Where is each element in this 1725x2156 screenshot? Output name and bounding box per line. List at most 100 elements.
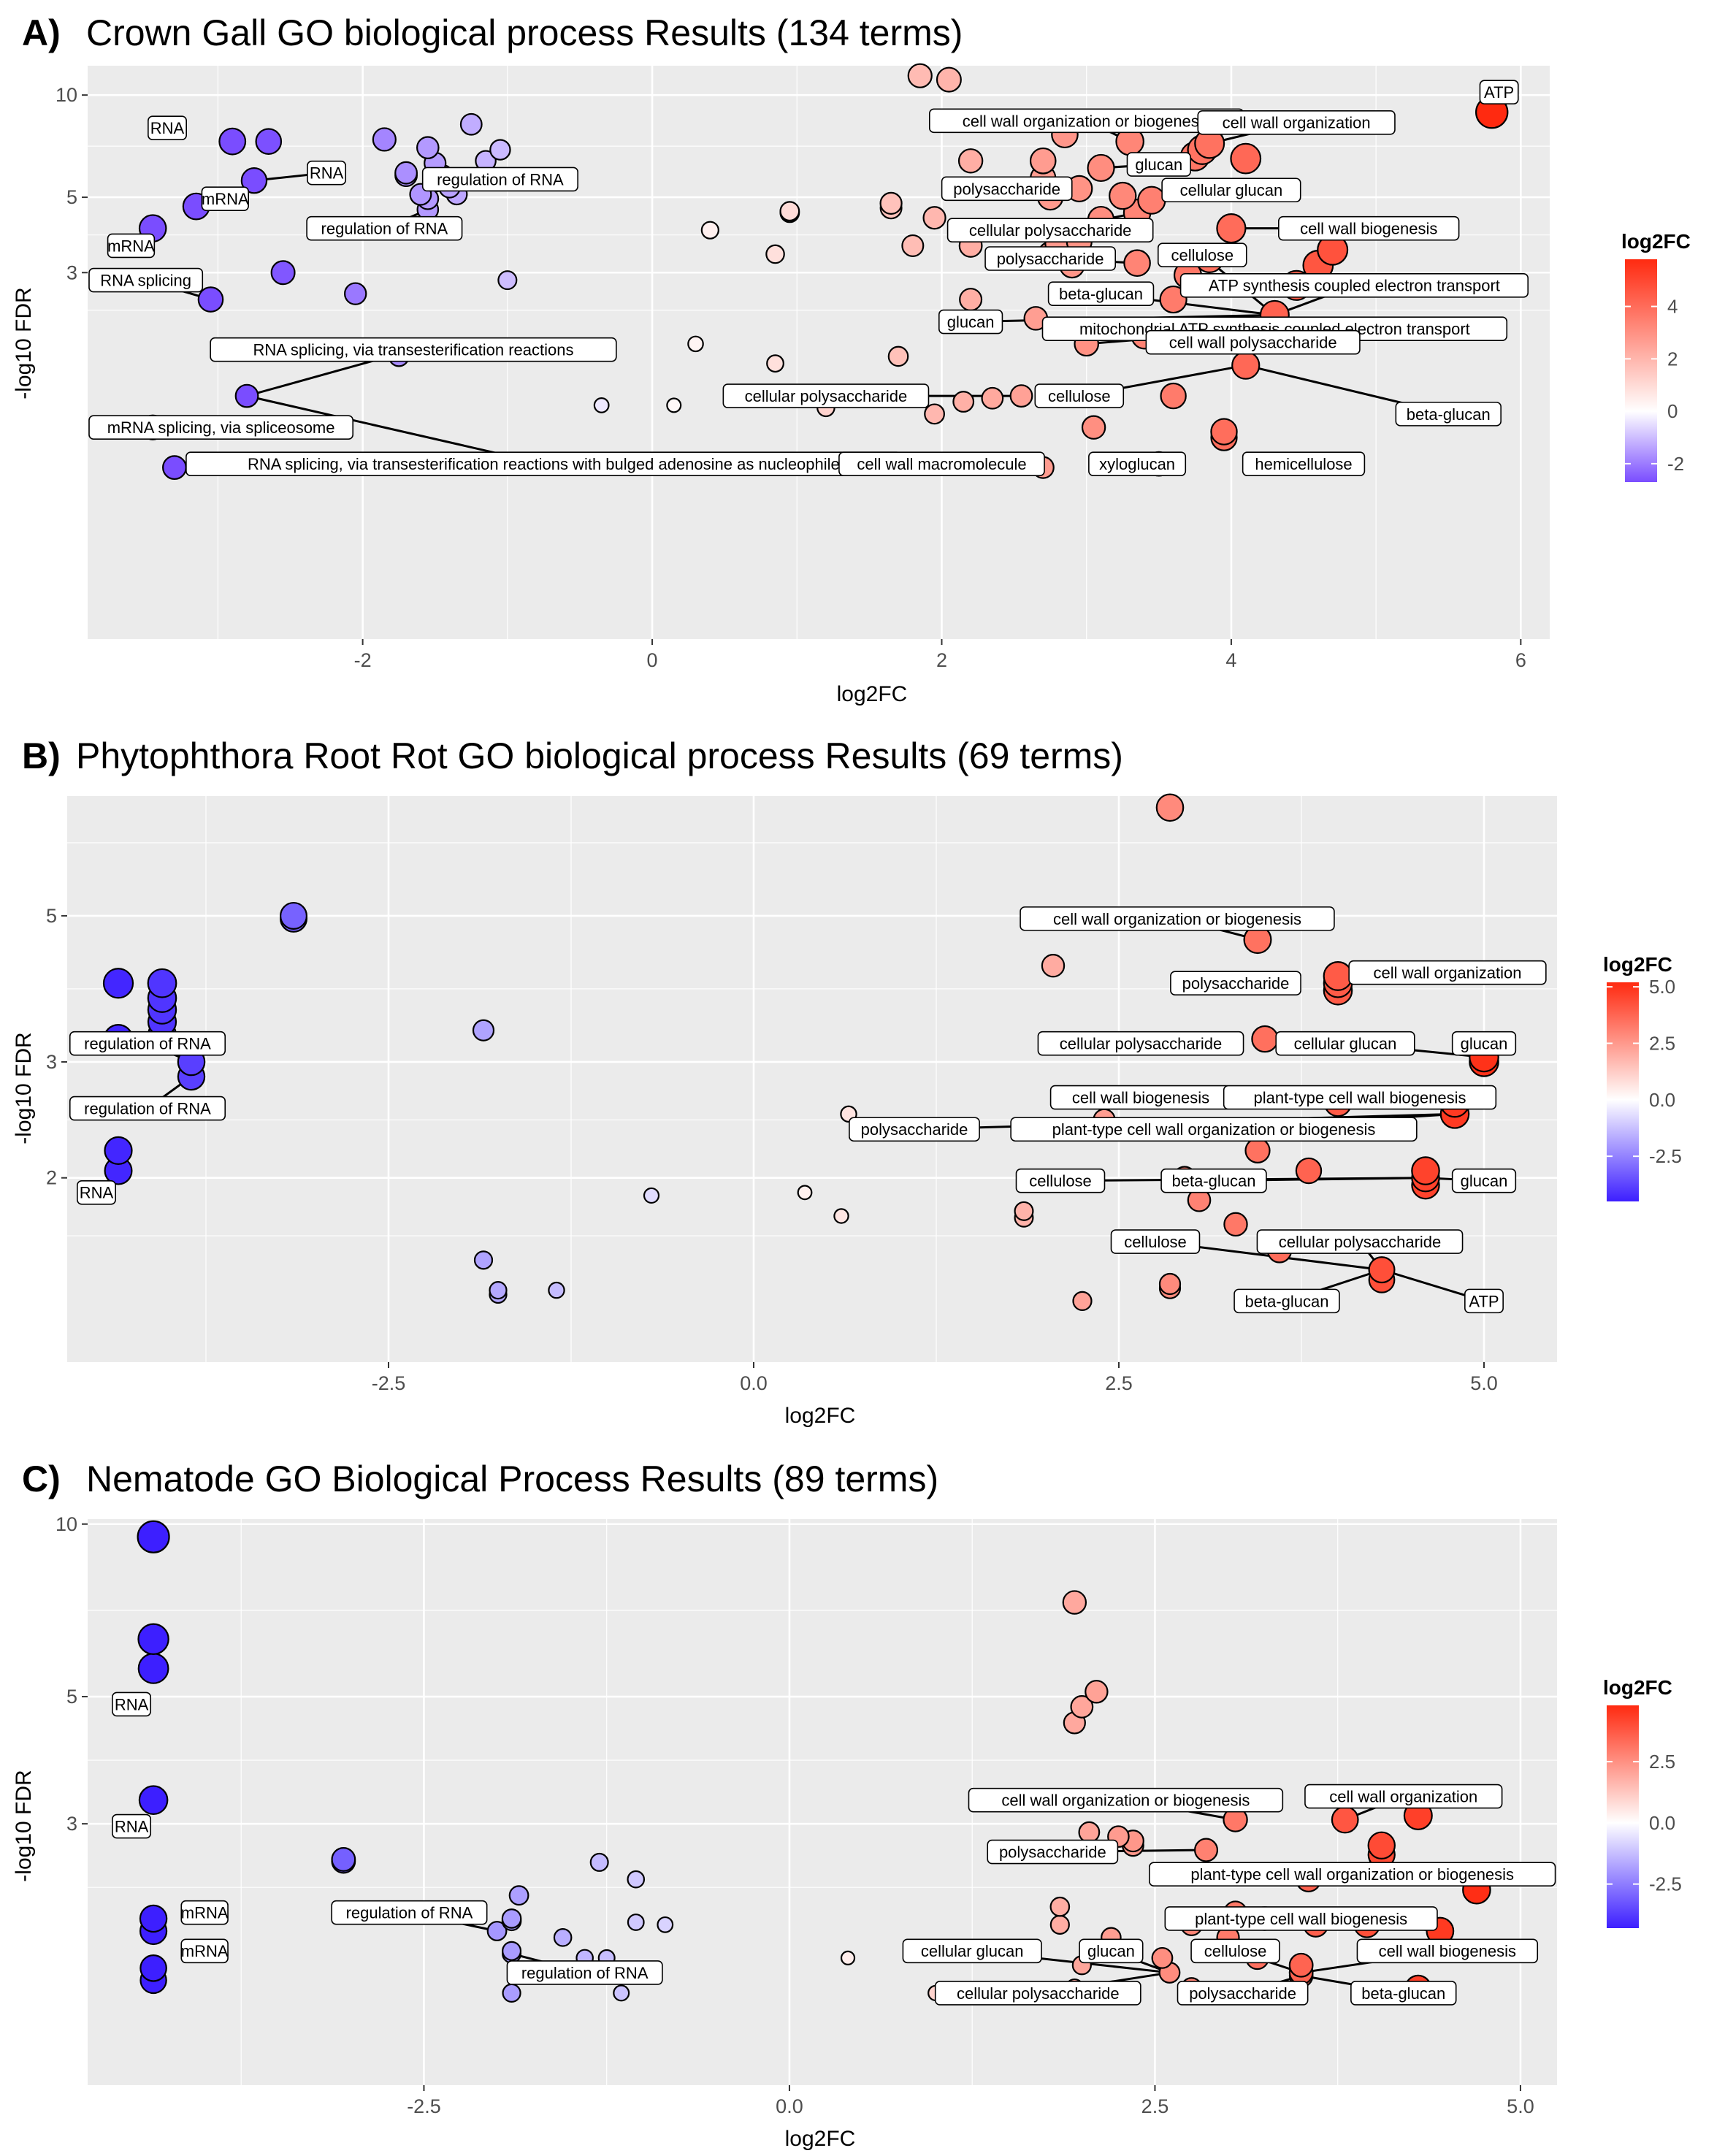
data-point xyxy=(643,1187,660,1204)
point-label: beta-glucan xyxy=(1407,405,1491,424)
data-point xyxy=(502,1983,521,2003)
point-label: RNA splicing, via transesterification re… xyxy=(253,341,574,359)
point-label: polysaccharide xyxy=(1182,974,1290,993)
data-point xyxy=(687,335,704,353)
point-label-box xyxy=(1034,383,1125,408)
data-point xyxy=(765,244,785,264)
data-point xyxy=(1078,1821,1101,1843)
point-label-box xyxy=(148,115,187,141)
panel-label: A) xyxy=(22,12,61,53)
point-label: RNA xyxy=(115,1817,149,1835)
point-label: RNA splicing xyxy=(100,272,191,290)
point-label: regulation of RNA xyxy=(521,1964,649,1982)
point-label-box xyxy=(1088,451,1187,476)
data-point xyxy=(879,191,903,215)
point-label: cellular polysaccharide xyxy=(1279,1233,1442,1251)
point-label-box xyxy=(1037,1031,1244,1056)
point-label: cell wall biogenesis xyxy=(1379,1942,1516,1960)
point-label: cell wall organization or biogenesis xyxy=(1001,1792,1250,1810)
point-label: beta-glucan xyxy=(1245,1292,1329,1310)
chart-title: Phytophthora Root Rot GO biological proc… xyxy=(76,735,1123,776)
data-point xyxy=(1070,1695,1094,1719)
data-point xyxy=(147,968,177,998)
colorbar-tick-label: -2.5 xyxy=(1649,1873,1682,1895)
data-point xyxy=(666,397,682,413)
data-point xyxy=(548,1281,565,1299)
data-point xyxy=(952,391,975,413)
point-label-box xyxy=(1079,1938,1144,1964)
point-label: polysaccharide xyxy=(999,1843,1106,1862)
data-point xyxy=(489,1281,508,1300)
point-label-box xyxy=(1126,152,1191,177)
data-point xyxy=(331,1847,356,1872)
point-label: cellular glucan xyxy=(1294,1035,1397,1053)
panel-c: C) Nematode GO Biological Process Result… xyxy=(12,1459,1682,2151)
data-point xyxy=(1041,954,1066,978)
data-point xyxy=(1210,418,1238,446)
data-point xyxy=(1087,153,1115,183)
point-label-box xyxy=(1020,906,1335,931)
colorbar-tick-label: 2.5 xyxy=(1649,1033,1675,1055)
point-label-box xyxy=(902,1938,1042,1964)
colorbar-tick-label: 5.0 xyxy=(1649,976,1675,998)
point-label: plant-type cell wall organization or bio… xyxy=(1190,1865,1514,1884)
data-point xyxy=(922,206,946,230)
point-label: plant-type cell wall organization or bio… xyxy=(1052,1120,1376,1139)
data-point xyxy=(593,397,610,413)
point-label: regulation of RNA xyxy=(437,170,564,188)
data-point xyxy=(508,1885,529,1906)
x-axis-label: log2FC xyxy=(785,2127,856,2151)
point-label-box xyxy=(210,337,617,362)
point-label: beta-glucan xyxy=(1059,285,1143,303)
data-point xyxy=(1137,186,1166,215)
data-point xyxy=(1029,147,1057,175)
data-point xyxy=(1155,793,1185,822)
point-label-box xyxy=(1223,1085,1497,1110)
data-point xyxy=(1072,1291,1093,1311)
point-label-box xyxy=(1177,1981,1309,2006)
y-tick-label: 5 xyxy=(66,1686,77,1708)
point-label-box xyxy=(938,309,1003,335)
colorbar-tick-label: 0.0 xyxy=(1649,1089,1675,1111)
data-point xyxy=(459,112,483,136)
point-label: polysaccharide xyxy=(1189,1984,1296,2003)
point-label: ATP xyxy=(1484,83,1514,102)
data-point xyxy=(139,1954,167,1982)
point-label-box xyxy=(946,218,1154,242)
point-label: RNA xyxy=(310,164,344,183)
point-label: ATP xyxy=(1469,1292,1499,1310)
x-tick-label: 6 xyxy=(1515,649,1526,671)
data-point xyxy=(489,139,511,161)
data-point xyxy=(1244,1137,1271,1163)
data-point xyxy=(394,161,418,185)
point-label-box xyxy=(1350,1981,1457,2006)
data-point xyxy=(218,127,247,156)
point-label: regulation of RNA xyxy=(84,1100,211,1118)
point-label-box xyxy=(1149,1862,1556,1886)
point-label-box xyxy=(107,233,156,259)
data-point xyxy=(1331,1805,1359,1834)
point-label-box xyxy=(1160,1168,1267,1193)
data-point xyxy=(1151,1946,1174,1969)
point-label: mRNA xyxy=(181,1904,229,1922)
point-label: cellular glucan xyxy=(921,1942,1024,1960)
point-label-box xyxy=(1275,1031,1415,1056)
data-point xyxy=(344,282,367,305)
point-label-box xyxy=(1242,451,1366,476)
point-label: glucan xyxy=(947,313,995,331)
point-label: RNA splicing, via transesterification re… xyxy=(248,455,840,473)
x-axis-label: log2FC xyxy=(837,682,908,706)
point-label-box xyxy=(1304,1784,1503,1809)
point-label: mRNA splicing, via spliceosome xyxy=(107,418,335,437)
data-point xyxy=(501,1908,522,1929)
data-point xyxy=(197,286,224,313)
point-label: cellulose xyxy=(1171,246,1233,264)
point-label-box xyxy=(1356,1938,1539,1964)
x-tick-label: 0.0 xyxy=(776,2095,803,2117)
data-point xyxy=(957,148,984,174)
point-label-box xyxy=(1010,1117,1418,1142)
point-label-box xyxy=(1197,110,1396,135)
point-label: glucan xyxy=(1087,1942,1135,1960)
point-label: RNA xyxy=(80,1184,114,1202)
data-point xyxy=(657,1916,674,1933)
